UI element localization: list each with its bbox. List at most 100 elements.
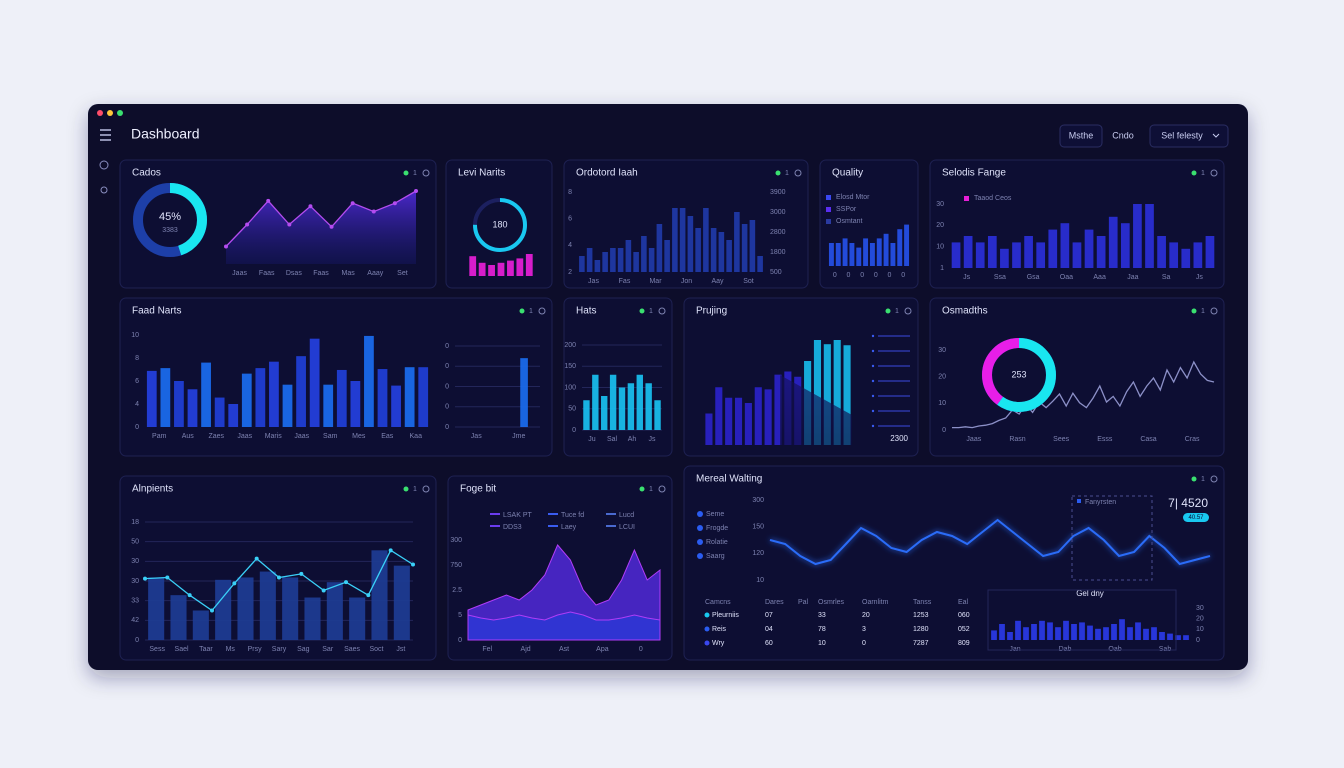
y-tick-label: 0 (445, 383, 449, 390)
legend-swatch (964, 196, 969, 201)
x-tick-label: Mar (649, 278, 662, 285)
button-label[interactable]: Msthe (1069, 130, 1094, 140)
line-dot (299, 571, 304, 576)
bar (883, 233, 889, 266)
bar (1087, 625, 1093, 640)
panel (683, 465, 1225, 661)
bar (1048, 229, 1058, 268)
x-tick-label: Jas (588, 278, 599, 285)
x-tick-label: 0 (888, 272, 892, 279)
line-dot (165, 575, 170, 580)
donut-slice (133, 183, 207, 257)
panel-menu[interactable] (538, 307, 546, 315)
y-tick-label: 6 (135, 378, 139, 385)
bar (1159, 632, 1165, 640)
bar (393, 565, 410, 640)
menu-icon[interactable] (100, 129, 111, 141)
dropdown-label[interactable]: Sel felesty (1161, 130, 1203, 140)
bar (377, 369, 388, 427)
bar (1127, 627, 1133, 640)
panel-title: Ordotord Iaah (576, 168, 638, 179)
y-tick-label: 0 (135, 637, 139, 644)
legend-swatch (697, 525, 703, 531)
legend-label: Laey (561, 524, 577, 531)
panel-menu[interactable] (794, 169, 802, 177)
nav-icon[interactable] (100, 186, 108, 194)
panel-menu[interactable] (658, 307, 666, 315)
bar (1007, 632, 1013, 640)
bar (617, 248, 624, 272)
bar (282, 384, 293, 427)
y-tick-label: 30 (131, 578, 139, 585)
line-dot (210, 608, 214, 613)
donut-label: 45% (159, 211, 181, 223)
x-tick-label: Sael (175, 646, 189, 653)
panel-menu[interactable] (1210, 307, 1218, 315)
bar (618, 387, 626, 430)
x-tick-label: Taar (199, 646, 213, 653)
donut-label: 253 (1011, 369, 1026, 379)
bar (1000, 248, 1009, 268)
legend-swatch (606, 513, 616, 515)
table-cell: 20 (862, 612, 870, 619)
panel-badge: 1 (529, 308, 533, 315)
panel-menu[interactable] (904, 307, 912, 315)
bar (1169, 242, 1179, 268)
nav-icon[interactable] (99, 160, 109, 170)
panel (929, 159, 1225, 289)
line-dot (187, 593, 192, 598)
bar (813, 340, 822, 445)
bar (1119, 619, 1125, 640)
bar (1181, 248, 1191, 268)
panel-title: Osmadths (942, 306, 988, 317)
bar (148, 577, 165, 640)
y2-tick-label: 2800 (770, 229, 786, 236)
x-tick-label: Aaay (367, 270, 383, 277)
bar (594, 260, 601, 272)
panel-menu[interactable] (1210, 169, 1218, 177)
line (952, 360, 1215, 429)
bar (1157, 236, 1166, 268)
legend-swatch (490, 513, 500, 515)
y-tick-label: 0 (445, 424, 449, 431)
bar (754, 387, 762, 445)
legend-swatch (490, 525, 500, 527)
button[interactable] (1059, 124, 1103, 148)
donut-slice (982, 338, 1056, 412)
x-tick-label: Jst (396, 646, 405, 653)
bar (823, 344, 831, 445)
panel-menu[interactable] (1210, 475, 1218, 483)
bar (835, 243, 841, 266)
line-dot (388, 548, 393, 553)
x-tick-label: Sab (1159, 646, 1172, 653)
bar (507, 260, 514, 276)
legend-swatch (606, 525, 616, 527)
panel-title: Quality (832, 168, 863, 179)
y-tick-label: 10 (756, 577, 764, 584)
app-title: Dashboard (131, 126, 200, 142)
status-dot (639, 486, 645, 492)
line-dot (308, 204, 313, 209)
table-cell: 78 (818, 626, 826, 633)
window-dot (97, 110, 103, 116)
button-label[interactable]: Cndo (1112, 130, 1134, 140)
x-tick-label: Sar (322, 646, 334, 653)
panel-menu[interactable] (422, 169, 430, 177)
bar (579, 256, 585, 272)
y-tick-label: 200 (564, 342, 576, 349)
x-tick-label: Fel (482, 646, 492, 653)
dropdown[interactable] (1149, 124, 1229, 148)
legend-label: Saarg (706, 553, 725, 560)
panel-menu[interactable] (658, 485, 666, 493)
bar (890, 243, 896, 266)
panel-menu[interactable] (422, 485, 430, 493)
bar (1063, 620, 1069, 640)
x-tick-label: Ah (628, 436, 637, 443)
table-cell: 060 (958, 612, 970, 619)
legend-label: Lucd (619, 512, 634, 519)
panel-title: Selodis Fange (942, 168, 1006, 179)
bar (749, 220, 756, 272)
line-dot (329, 224, 334, 229)
x-tick-label: Saes (344, 646, 360, 653)
